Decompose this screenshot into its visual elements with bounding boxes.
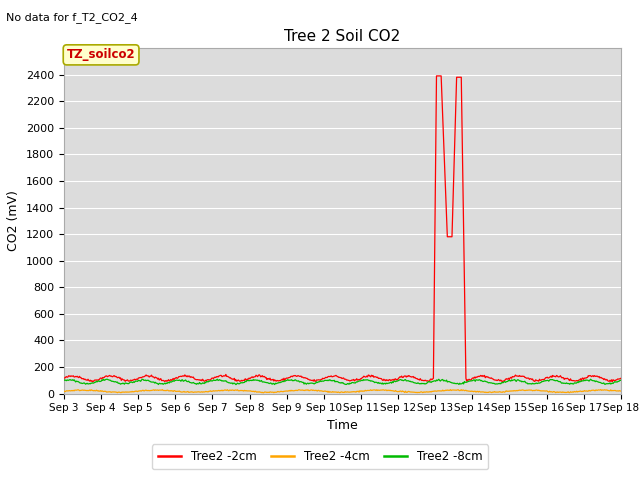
Y-axis label: CO2 (mV): CO2 (mV) xyxy=(8,191,20,251)
Legend: Tree2 -2cm, Tree2 -4cm, Tree2 -8cm: Tree2 -2cm, Tree2 -4cm, Tree2 -8cm xyxy=(152,444,488,469)
Text: TZ_soilco2: TZ_soilco2 xyxy=(67,48,136,61)
Text: No data for f_T2_CO2_4: No data for f_T2_CO2_4 xyxy=(6,12,138,23)
X-axis label: Time: Time xyxy=(327,419,358,432)
Title: Tree 2 Soil CO2: Tree 2 Soil CO2 xyxy=(284,29,401,44)
